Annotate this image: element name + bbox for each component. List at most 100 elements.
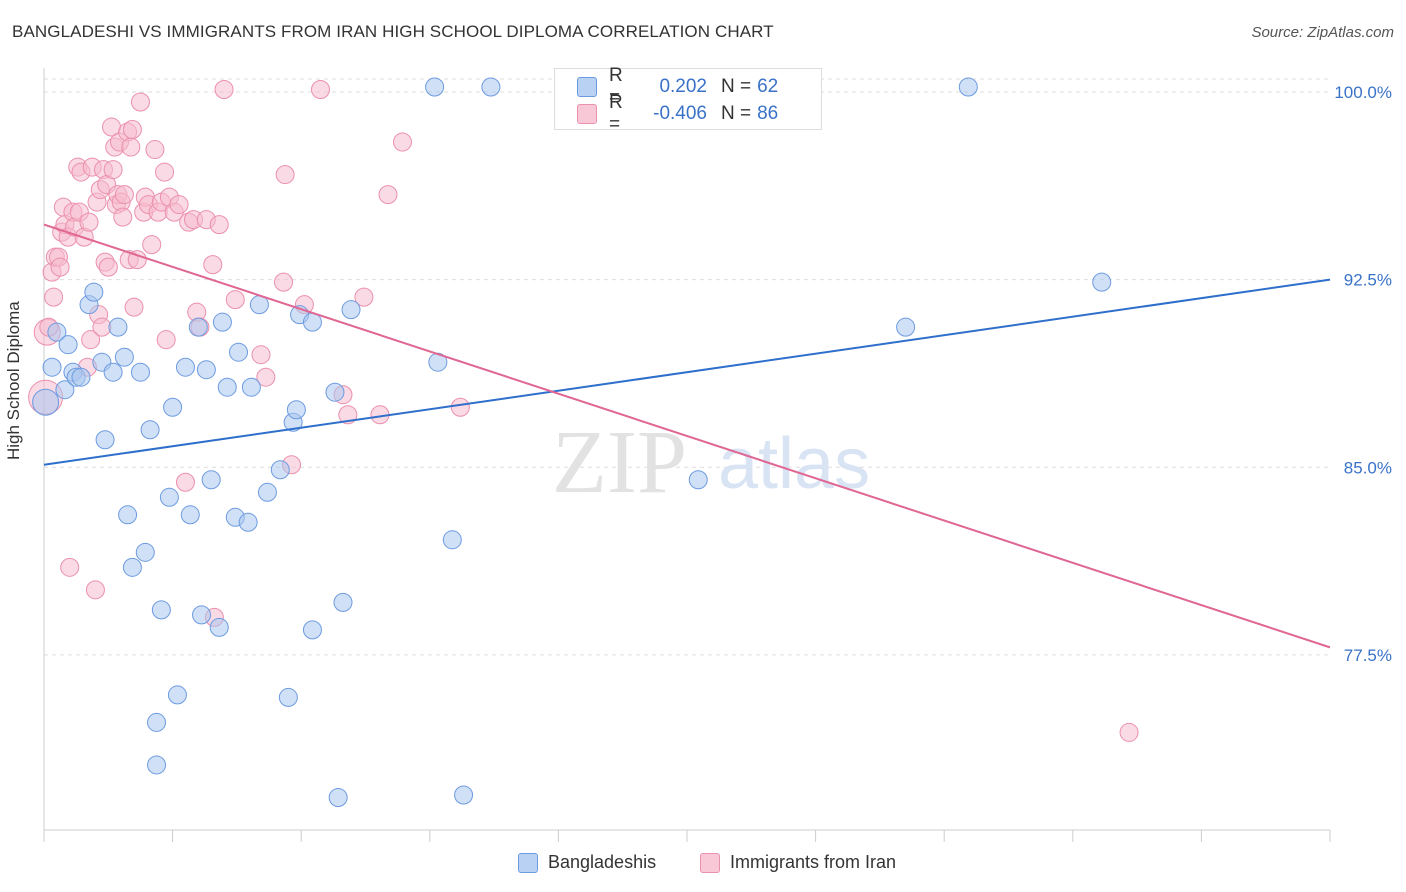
legend-n-label: N = [721,103,752,124]
iran-point [81,330,101,350]
iran-point [121,137,141,157]
iran-point [85,580,105,600]
bangladeshi-point [151,600,171,620]
iran-point [127,250,147,270]
iran-point [225,290,245,310]
iran-point [145,140,165,160]
iran-point [450,397,470,417]
legend-n-value: 62 [757,76,779,97]
legend-item-iran[interactable]: Immigrants from Iran [700,852,896,873]
legend-r-value: -0.406 [653,103,707,124]
iran-point [130,92,150,112]
chart-title: BANGLADESHI VS IMMIGRANTS FROM IRAN HIGH… [12,22,774,41]
bangladeshi-point [58,335,78,355]
bangladeshi-point [325,382,345,402]
bangladeshi-point [341,300,361,320]
bangladeshi-point [302,620,322,640]
iran-point [169,195,189,215]
bangladeshi-point [95,430,115,450]
iran-point [50,257,70,277]
bangladeshi-point [122,557,142,577]
legend-r-value: 0.202 [659,76,707,97]
axes-layer [43,68,1331,842]
legend-n-value: 86 [757,103,779,124]
legend-item-bangladeshis[interactable]: Bangladeshis [518,852,656,873]
iran-point [44,287,64,307]
iran-point [124,297,144,317]
bangladeshi-point [114,347,134,367]
iran-point [203,255,223,275]
bangladeshi-point [688,470,708,490]
y-axis-label-text: High School Diploma [4,301,23,460]
bangladeshi-point [217,377,237,397]
legend-n-label: N = [721,76,752,97]
y-tick-label: 85.0% [1344,458,1392,477]
bangladeshi-point [209,617,229,637]
bangladeshi-point [71,367,91,387]
series-bangladeshis [32,77,1112,807]
bangladeshi-point [130,362,150,382]
iran-point [251,345,271,365]
legend-label-iran: Immigrants from Iran [730,852,897,872]
bangladeshi-point [163,397,183,417]
iran-point [214,80,234,100]
iran-point [142,235,162,255]
bangladeshi-point [147,755,167,775]
bangladeshi-point [135,542,155,562]
bangladeshi-point [108,317,128,337]
bangladeshi-point [896,317,916,337]
tick-labels: 100.0%92.5%85.0%77.5%0.0%80.0% [1334,83,1392,665]
bangladeshi-point [212,312,232,332]
bangladeshi-point [328,787,348,807]
series-immigrants-from-iran [28,80,1139,742]
bangladeshi-point [175,357,195,377]
iran-point [338,405,358,425]
iran-trend-line [43,223,1331,649]
bangladeshi-point [481,77,501,97]
iran-point [113,207,133,227]
bangladeshi-point [201,470,221,490]
y-tick-label: 92.5% [1344,271,1392,290]
bangladeshi-point [196,360,216,380]
bangladeshi-point [333,592,353,612]
legend-swatch-pink [577,104,597,124]
bangladeshi-point [1092,272,1112,292]
bangladeshi-point [192,605,212,625]
iran-point [1119,722,1139,742]
bangladeshi-point [55,380,75,400]
legend-swatch-blue [518,852,538,873]
bangladeshi-point [278,687,298,707]
iran-point [275,165,295,185]
bangladeshi-point [238,512,258,532]
bangladeshi-point [270,460,290,480]
iran-point [155,162,175,182]
legend-label-bangladeshis: Bangladeshis [548,852,657,872]
iran-point [60,557,80,577]
iran-point [92,317,112,337]
correlation-legend: R = 0.202 N = 62 R = -0.406 N = 86 [554,65,822,135]
bangladeshi-point [442,530,462,550]
iran-point [114,185,134,205]
iran-point [209,215,229,235]
bangladeshi-point [42,357,62,377]
bangladeshi-point [32,388,60,416]
bangladeshi-point [167,685,187,705]
iran-point [175,472,195,492]
bangladeshi-point [229,342,249,362]
bangladeshi-point [241,377,261,397]
iran-point [256,367,276,387]
legend-swatch-pink [700,852,720,873]
y-tick-label: 100.0% [1334,83,1392,102]
bangladeshi-point [118,505,138,525]
bangladeshi-point [286,400,306,420]
watermark-zip: ZIP [552,413,687,512]
bangladeshi-trend-line [43,278,1331,466]
legend-swatch-blue [577,77,597,97]
series-legend: Bangladeshis Immigrants from Iran [0,850,1406,880]
bangladeshi-point [47,322,67,342]
bangladeshi-point [84,282,104,302]
legend-r-label: R = [609,92,623,135]
bangladeshi-point [103,362,123,382]
legend-r-label: R = [609,65,623,108]
y-tick-label: 77.5% [1344,646,1392,665]
